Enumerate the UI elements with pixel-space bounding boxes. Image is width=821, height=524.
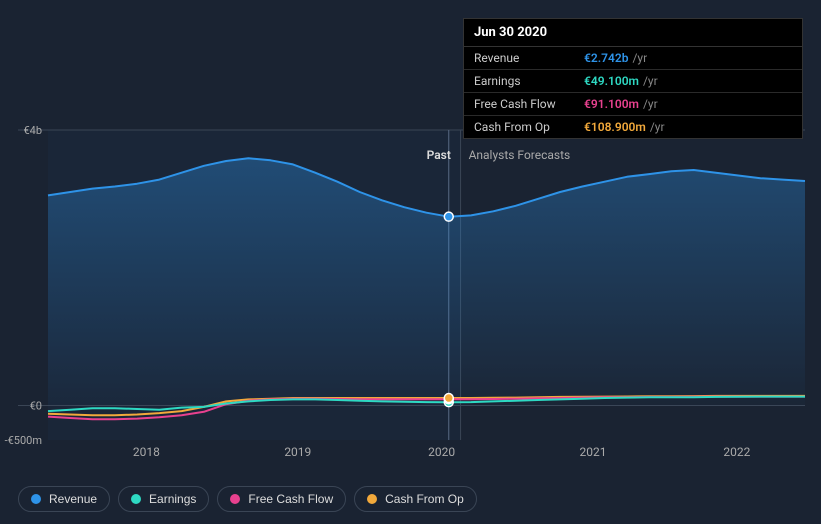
section-label-past: Past xyxy=(427,148,451,162)
svg-text:2020: 2020 xyxy=(428,445,455,459)
svg-text:2018: 2018 xyxy=(133,445,160,459)
legend-swatch xyxy=(230,494,240,504)
section-label-forecast: Analysts Forecasts xyxy=(469,148,571,162)
tooltip-row-value: €2.742b xyxy=(584,51,628,65)
legend-label: Free Cash Flow xyxy=(248,492,333,506)
tooltip-row-label: Revenue xyxy=(474,51,584,65)
legend-swatch xyxy=(367,494,377,504)
legend-item-cash-from-op[interactable]: Cash From Op xyxy=(354,486,477,512)
legend-label: Revenue xyxy=(49,492,97,506)
tooltip-row-label: Free Cash Flow xyxy=(474,97,584,111)
legend-label: Earnings xyxy=(149,492,196,506)
svg-text:2021: 2021 xyxy=(580,445,607,459)
tooltip-row-unit: /yr xyxy=(650,120,665,134)
svg-text:€0: €0 xyxy=(30,400,42,413)
tooltip-row-unit: /yr xyxy=(632,51,647,65)
tooltip-row-unit: /yr xyxy=(643,74,658,88)
chart-tooltip: Jun 30 2020 Revenue€2.742b/yrEarnings€49… xyxy=(463,18,803,139)
legend-swatch xyxy=(31,494,41,504)
tooltip-row-value: €108.900m xyxy=(584,120,646,134)
chart-legend: Revenue Earnings Free Cash Flow Cash From O… xyxy=(18,486,477,512)
legend-item-earnings[interactable]: Earnings xyxy=(118,486,209,512)
svg-text:2019: 2019 xyxy=(284,445,311,459)
svg-text:-€500m: -€500m xyxy=(5,434,42,447)
legend-label: Cash From Op xyxy=(385,492,464,506)
financial-chart: €4b €0 -€500m 2018 2019 2020 2021 2022 Past Ana… xyxy=(0,0,821,524)
tooltip-row: Cash From Op€108.900m/yr xyxy=(464,116,802,138)
tooltip-row: Earnings€49.100m/yr xyxy=(464,70,802,93)
legend-item-free-cash-flow[interactable]: Free Cash Flow xyxy=(217,486,346,512)
tooltip-row: Revenue€2.742b/yr xyxy=(464,47,802,70)
tooltip-date: Jun 30 2020 xyxy=(464,19,802,47)
tooltip-row-value: €49.100m xyxy=(584,74,639,88)
tooltip-row-value: €91.100m xyxy=(584,97,639,111)
tooltip-row-label: Earnings xyxy=(474,74,584,88)
tooltip-row: Free Cash Flow€91.100m/yr xyxy=(464,93,802,116)
svg-text:2022: 2022 xyxy=(723,445,750,459)
legend-item-revenue[interactable]: Revenue xyxy=(18,486,110,512)
tooltip-row-unit: /yr xyxy=(643,97,658,111)
svg-text:€4b: €4b xyxy=(23,124,42,137)
legend-swatch xyxy=(131,494,141,504)
tooltip-row-label: Cash From Op xyxy=(474,120,584,134)
